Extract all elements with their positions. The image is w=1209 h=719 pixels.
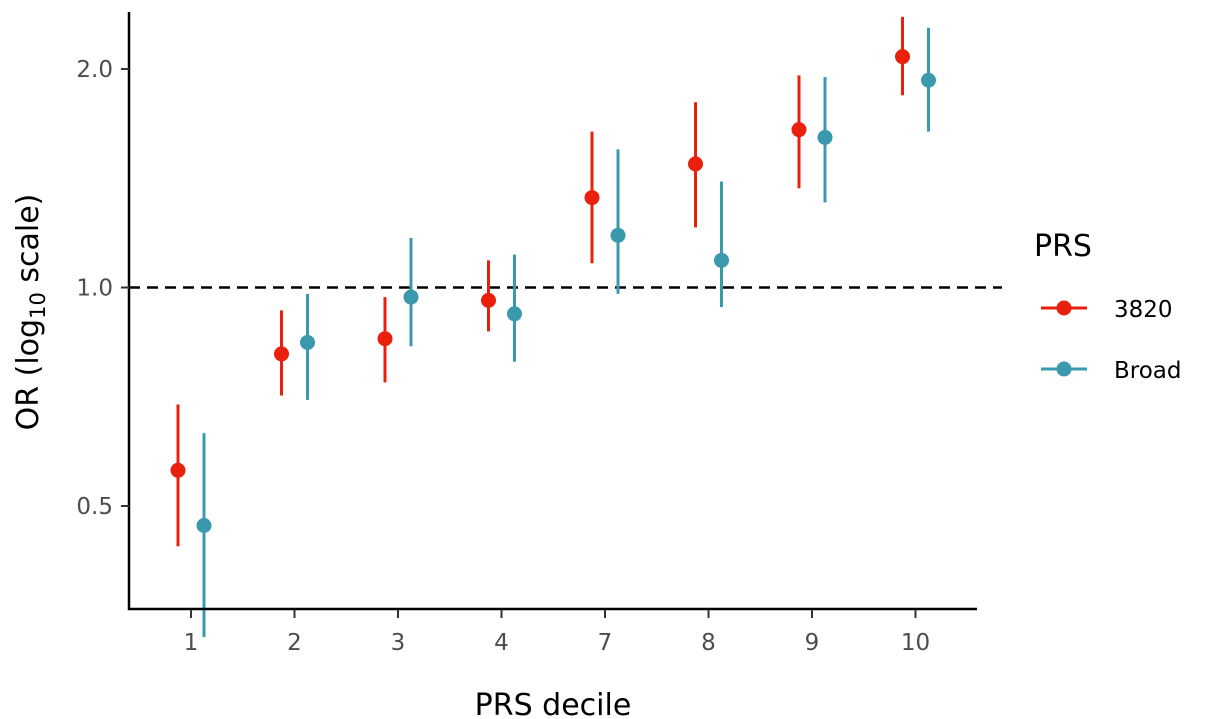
y-tick-label: 2.0 <box>76 57 113 83</box>
point-broad <box>714 252 729 268</box>
y-axis-title-suffix: scale) <box>11 194 46 293</box>
x-ticks: 1 2 3 4 7 8 9 10 <box>184 610 930 656</box>
x-tick-label: 3 <box>391 630 406 656</box>
point-3820 <box>481 292 496 308</box>
point-broad <box>507 306 522 322</box>
y-axis-title-subscript: 10 <box>26 292 50 319</box>
y-tick-label: 0.5 <box>76 494 113 520</box>
legend-items: 3820 Broad <box>1041 297 1182 384</box>
legend-title: PRS <box>1034 229 1092 264</box>
point-broad <box>610 227 626 243</box>
point-broad <box>921 72 936 88</box>
point-broad <box>196 517 212 533</box>
x-tick-label: 8 <box>701 630 716 656</box>
point-3820 <box>895 49 910 65</box>
point-3820 <box>377 331 393 347</box>
point-broad <box>817 129 833 145</box>
x-tick-label: 2 <box>287 630 302 656</box>
point-broad <box>300 334 315 350</box>
x-tick-label: 9 <box>805 630 820 656</box>
point-3820 <box>584 190 600 206</box>
axes: 0.5 1.0 2.0 1 2 3 4 7 8 9 10 <box>76 12 977 656</box>
point-3820 <box>688 156 703 172</box>
x-tick-label: 4 <box>494 630 509 656</box>
point-broad <box>403 289 419 305</box>
x-tick-label: 7 <box>598 630 613 656</box>
plot-marks <box>129 16 1002 637</box>
legend-key-point-3820 <box>1056 300 1072 316</box>
point-3820 <box>170 462 186 478</box>
y-tick-label: 1.0 <box>76 276 113 302</box>
x-tick-label: 1 <box>184 630 199 656</box>
y-ticks: 0.5 1.0 2.0 <box>76 57 129 520</box>
legend-label-broad: Broad <box>1114 358 1182 384</box>
legend-key-point-broad <box>1056 361 1072 377</box>
legend: PRS 3820 Broad <box>1034 229 1182 384</box>
y-axis-title-prefix: OR (log <box>11 319 46 430</box>
point-3820 <box>791 122 807 138</box>
y-axis-title: OR (log10 scale) <box>11 194 50 431</box>
x-axis-title: PRS decile <box>475 688 632 719</box>
legend-label-3820: 3820 <box>1114 297 1173 323</box>
point-3820 <box>274 346 289 362</box>
x-tick-label: 10 <box>901 630 930 656</box>
